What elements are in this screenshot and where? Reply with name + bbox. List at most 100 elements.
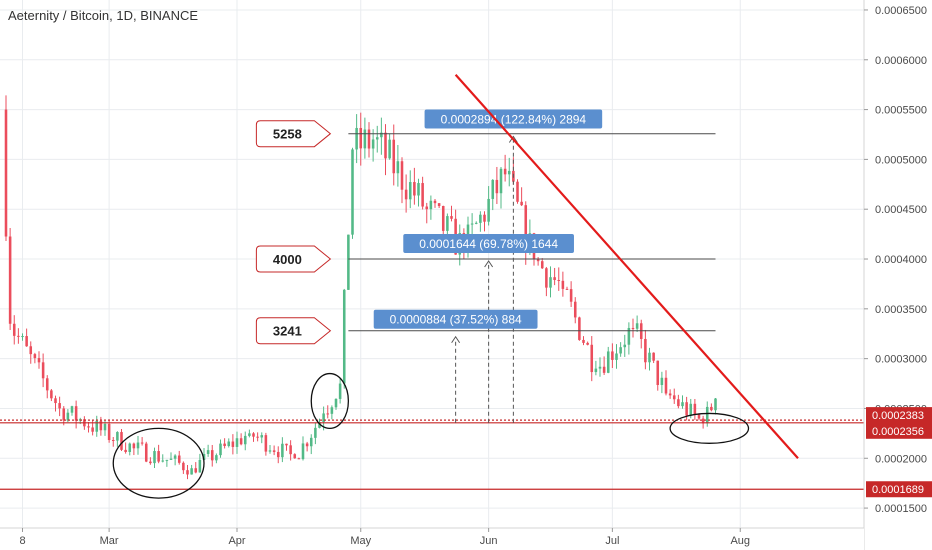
candle-body — [74, 406, 78, 421]
price-label-box — [866, 407, 932, 424]
candle-body — [503, 168, 507, 175]
candle-body — [252, 433, 255, 437]
candle-body — [50, 390, 53, 399]
measure-box — [403, 234, 574, 254]
candle-body — [37, 358, 41, 363]
price-label-box — [866, 481, 932, 498]
candle-body — [380, 132, 383, 138]
price-tick-label: 0.0004500 — [875, 204, 927, 216]
candle-body — [507, 170, 511, 175]
candle-body — [334, 398, 338, 408]
candle-body — [169, 458, 173, 460]
time-tick-label: Jul — [605, 535, 619, 547]
candle-body — [351, 149, 354, 235]
candle-body — [602, 366, 606, 373]
candle-body — [87, 426, 90, 428]
candle-body — [413, 182, 416, 196]
candle-body — [177, 455, 181, 463]
price-scale-bg — [864, 0, 932, 550]
candle-body — [594, 368, 598, 373]
time-tick-label: Jun — [480, 535, 498, 547]
candle-body — [4, 109, 8, 237]
candle-body — [714, 398, 717, 411]
candle-body — [619, 347, 622, 354]
candle-body — [384, 132, 387, 159]
candle-body — [668, 393, 672, 396]
candle-body — [70, 406, 74, 413]
candle-body — [198, 459, 202, 473]
candle-body — [565, 288, 569, 290]
price-label: 0.0001689 — [872, 484, 924, 496]
price-tick-label: 0.0002000 — [875, 453, 927, 465]
price-label-box — [866, 422, 932, 439]
measure-label: 0.0002894 (122.84%) 2894 — [441, 112, 587, 126]
candle-body — [689, 403, 693, 416]
candle-body — [58, 403, 61, 409]
candle-body — [474, 222, 478, 224]
candle-body — [99, 420, 103, 431]
candle-body — [656, 360, 660, 385]
time-tick-label: Aug — [730, 535, 750, 547]
candle-body — [231, 441, 235, 447]
candle-body — [128, 443, 132, 452]
callout-label-4000: 4000 — [273, 252, 302, 267]
callout-5258 — [255, 120, 332, 148]
candle-body — [648, 352, 651, 363]
candle-body — [590, 344, 594, 373]
candle-body — [404, 189, 408, 200]
candle-body — [91, 427, 94, 432]
callout-label-3241: 3241 — [273, 324, 302, 339]
candle-body — [95, 420, 99, 432]
candle-body — [256, 436, 259, 438]
candle-body — [314, 427, 317, 438]
candle-body — [582, 339, 585, 343]
candle-body — [652, 352, 655, 361]
candle-body — [685, 402, 688, 416]
candle-body — [450, 216, 453, 219]
candle-body — [206, 450, 210, 454]
candle-body — [210, 450, 214, 461]
measure-label: 0.0000884 (37.52%) 884 — [390, 313, 522, 327]
candle-body — [701, 418, 705, 424]
candle-body — [417, 183, 420, 196]
candle-body — [635, 323, 639, 329]
measure-arrow — [451, 335, 461, 344]
candle-body — [615, 353, 618, 360]
candle-body — [144, 443, 148, 462]
measure-box — [424, 109, 603, 129]
candle-body — [153, 451, 156, 464]
candle-body — [29, 346, 33, 355]
circled-zone — [310, 372, 350, 430]
candle-body — [429, 200, 433, 210]
candle-body — [536, 259, 540, 262]
candle-body — [235, 438, 239, 447]
callout-3241 — [255, 317, 332, 345]
time-axis[interactable]: 8 Mar Apr May Jun Jul Aug — [0, 527, 864, 550]
candle-body — [186, 470, 189, 475]
candle-body — [182, 462, 185, 471]
candle-body — [272, 450, 276, 452]
trendline — [454, 73, 799, 459]
candle-body — [260, 435, 264, 438]
price-tick-label: 0.0005000 — [875, 154, 927, 166]
candle-body — [441, 206, 445, 231]
candle-body — [161, 460, 165, 462]
candle-body — [243, 435, 247, 445]
candle-body — [388, 139, 391, 159]
candle-body — [132, 443, 136, 449]
candle-body — [268, 450, 272, 452]
candle-body — [623, 344, 627, 348]
candle-body — [239, 438, 243, 445]
callout-label-5258: 5258 — [273, 127, 302, 142]
candle-body — [578, 317, 581, 340]
candle-body — [330, 407, 334, 414]
candle-body — [227, 441, 231, 447]
candle-body — [375, 137, 379, 140]
candle-body — [516, 181, 519, 202]
candle-body — [21, 336, 24, 338]
candle-body — [437, 203, 441, 207]
price-scale[interactable]: 0.00015000.00020000.00025000.00030000.00… — [863, 0, 932, 550]
candle-body — [281, 443, 284, 458]
candle-body — [41, 362, 45, 379]
candle-body — [408, 182, 412, 200]
